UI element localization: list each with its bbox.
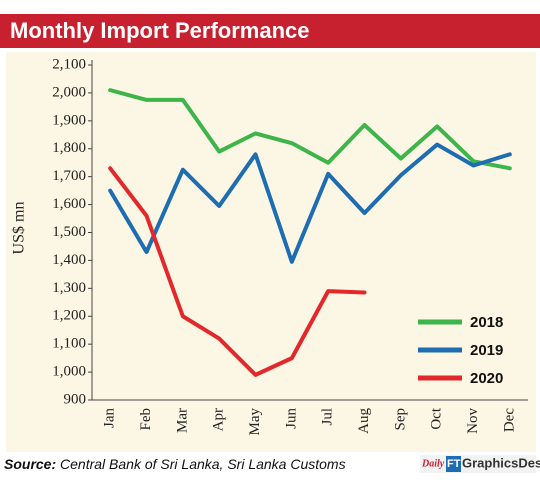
source-text: Central Bank of Sri Lanka, Sri Lanka Cus… <box>60 456 346 472</box>
y-tick-label: 1,800 <box>52 140 86 156</box>
x-tick-label: Oct <box>429 407 445 429</box>
line-series <box>108 88 512 171</box>
logo-daily: Daily <box>421 458 445 469</box>
x-tick-label: Feb <box>138 408 154 431</box>
x-tick-label: Jun <box>283 408 299 429</box>
x-tick-label: Mar <box>174 408 190 433</box>
plot-background <box>6 52 536 452</box>
source-label: Source: <box>4 456 56 472</box>
line-series <box>108 166 367 377</box>
legend-label: 2020 <box>470 370 503 387</box>
source: Source: Central Bank of Sri Lanka, Sri L… <box>4 456 346 472</box>
y-tick-label: 1,400 <box>52 252 86 268</box>
x-tick-label: Apr <box>211 408 227 431</box>
y-tick-label: 1,600 <box>52 196 86 212</box>
legend-label: 2019 <box>470 342 503 359</box>
x-tick-label: Jul <box>320 408 336 426</box>
x-tick-label: May <box>247 408 263 436</box>
x-tick-label: Dec <box>501 408 517 432</box>
chart-title: Monthly Import Performance <box>10 18 309 43</box>
y-tick-label: 1,900 <box>52 112 86 128</box>
y-tick-label: 2,100 <box>52 56 86 72</box>
y-tick-label: 1,700 <box>52 168 86 184</box>
logo-graphicsdesk: GraphicsDesk <box>462 455 540 470</box>
y-tick-label: 1,000 <box>52 364 86 380</box>
line-series <box>108 142 512 264</box>
legend-label: 2018 <box>470 314 503 331</box>
y-tick-label: 1,200 <box>52 308 86 324</box>
title-bar <box>0 14 540 48</box>
y-tick-label: 1,100 <box>52 336 86 352</box>
x-tick-label: Aug <box>356 408 372 434</box>
x-tick-label: Jan <box>102 408 118 428</box>
y-tick-label: 2,000 <box>52 84 86 100</box>
y-tick-label: 900 <box>64 391 87 407</box>
logo-ft: FT <box>447 458 461 470</box>
logo-ft-box <box>446 456 461 472</box>
x-tick-label: Nov <box>465 408 481 434</box>
x-tick-label: Sep <box>392 408 408 431</box>
y-tick-label: 1,300 <box>52 280 86 296</box>
y-axis-label: US$ mn <box>11 202 28 255</box>
y-tick-label: 1,500 <box>52 224 86 240</box>
